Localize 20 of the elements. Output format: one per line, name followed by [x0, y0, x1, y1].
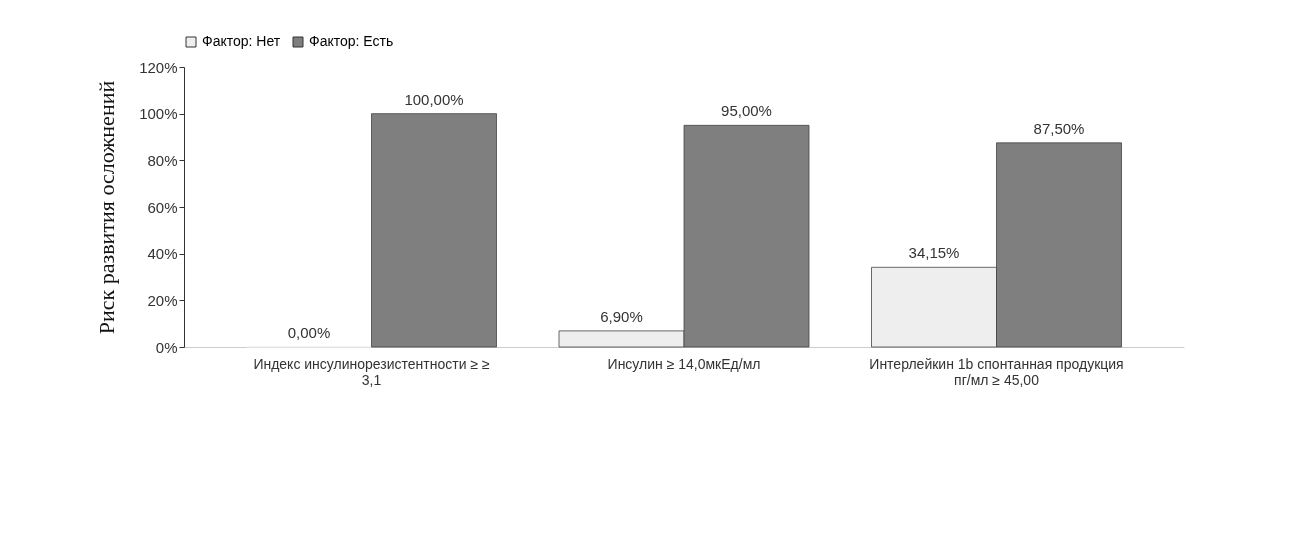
legend-label: Фактор: Нет: [202, 33, 281, 49]
data-label: 87,50%: [1033, 119, 1085, 137]
y-tick-label: 0%: [155, 338, 178, 356]
bar: [371, 113, 497, 348]
y-tick-label: 60%: [147, 198, 178, 216]
data-label: 0,00%: [287, 324, 331, 341]
x-tick-label: Инсулин ≥ 14,0мкЕд/мл: [607, 355, 761, 372]
data-label: 95,00%: [721, 102, 772, 120]
data-label: 6,90%: [600, 307, 643, 325]
y-tick-label: 40%: [147, 245, 178, 263]
data-label: 100,00%: [404, 90, 464, 108]
x-tick-label: Индекс инсулинорезистентности ≥ ≥ 3,1: [253, 355, 490, 388]
y-tick-label: 20%: [147, 291, 178, 309]
data-label: 34,15%: [908, 244, 960, 262]
y-tick-label: 120%: [139, 58, 178, 76]
y-tick-label: 100%: [139, 105, 178, 123]
x-tick-label: Интерлейкин 1b спонтанная продукция пг/мл ≥ 45,00: [869, 355, 1124, 388]
y-tick-label: 80%: [147, 151, 178, 169]
legend-label: Фактор: Есть: [309, 33, 394, 49]
y-axis-title: Риск развития осложнений: [94, 80, 120, 335]
